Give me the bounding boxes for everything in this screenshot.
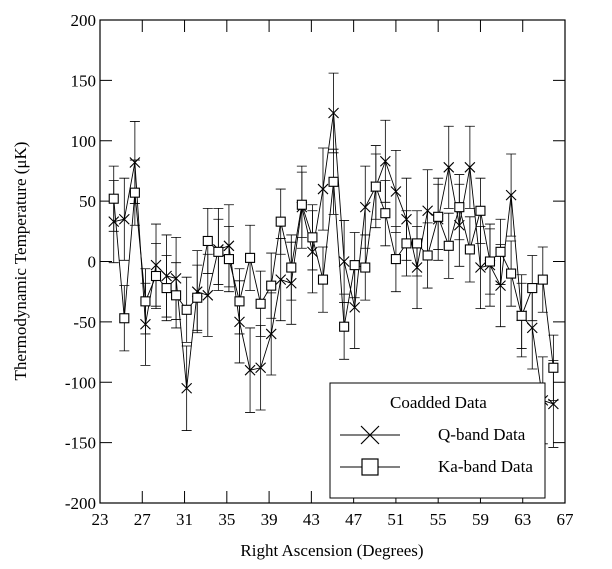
data-point: [234, 296, 245, 307]
legend-label: Q-band Data: [438, 425, 526, 444]
legend-label: Ka-band Data: [438, 457, 533, 476]
data-point: [140, 296, 151, 307]
data-point: [266, 280, 277, 291]
data-point: [411, 238, 423, 249]
x-tick-label: 31: [176, 510, 193, 529]
data-point: [548, 362, 559, 373]
x-tick-label: 47: [345, 510, 363, 529]
data-point: [202, 235, 213, 247]
data-point: [108, 193, 119, 204]
x-tick-label: 63: [514, 510, 531, 529]
data-point: [255, 362, 267, 374]
data-point: [475, 262, 486, 273]
y-tick-label: -100: [65, 373, 96, 392]
data-point: [202, 289, 214, 301]
y-tick-label: 100: [71, 132, 97, 151]
data-point: [349, 301, 361, 313]
data-point: [150, 270, 162, 282]
data-point: [390, 254, 401, 265]
data-point: [255, 298, 266, 309]
y-tick-label: 50: [79, 192, 96, 211]
data-point: [118, 213, 130, 225]
x-tick-label: 39: [261, 510, 278, 529]
data-point: [192, 292, 203, 303]
x-tick-label: 35: [218, 510, 235, 529]
data-point: [495, 246, 506, 257]
data-point: [213, 246, 224, 257]
y-tick-label: -50: [73, 313, 96, 332]
data-point: [526, 322, 538, 334]
legend-marker: [360, 425, 380, 445]
data-point: [359, 201, 371, 213]
x-tick-label: 27: [134, 510, 152, 529]
data-point: [443, 161, 455, 173]
data-point: [275, 216, 286, 227]
x-tick-label: 43: [303, 510, 320, 529]
data-point: [506, 268, 517, 279]
data-point: [527, 283, 538, 294]
data-point: [181, 382, 193, 394]
x-tick-label: 67: [557, 510, 575, 529]
data-point: [443, 240, 454, 251]
legend: Coadded Data Q-band Data Ka-band Data: [329, 382, 546, 499]
data-point: [317, 183, 329, 195]
data-point: [454, 202, 465, 213]
data-point: [422, 250, 433, 261]
data-point: [275, 274, 287, 286]
data-point: [181, 304, 192, 315]
x-axis-label: Right Ascension (Degrees): [240, 541, 423, 560]
data-point: [464, 244, 475, 255]
data-point: [129, 187, 140, 198]
data-point: [379, 155, 391, 167]
y-tick-label: 150: [71, 71, 97, 90]
y-tick-label: -150: [65, 434, 96, 453]
legend-box: [329, 382, 546, 499]
data-point: [244, 364, 256, 376]
y-tick-label: 200: [71, 11, 97, 30]
x-tick-label: 55: [430, 510, 447, 529]
data-point: [265, 328, 277, 340]
data-point: [317, 274, 329, 285]
data-point: [380, 208, 391, 219]
data-point: [422, 205, 434, 217]
data-point: [475, 205, 486, 216]
x-tick-label: 59: [472, 510, 489, 529]
data-point: [223, 254, 234, 265]
data-point: [119, 313, 130, 324]
legend-marker: [361, 458, 379, 476]
data-point: [338, 256, 350, 267]
data-point: [433, 211, 444, 222]
series: [108, 148, 559, 401]
data-point: [516, 310, 527, 321]
data-point: [360, 262, 371, 273]
data-point: [161, 283, 172, 294]
data-point: [296, 199, 307, 210]
data-point: [307, 232, 318, 243]
data-point: [339, 321, 350, 332]
data-point: [171, 290, 182, 301]
y-tick-label: -200: [65, 494, 96, 513]
data-point: [328, 176, 339, 187]
x-tick-label: 23: [92, 510, 109, 529]
y-axis-label: Thermodynamic Temperature (μK): [11, 142, 30, 381]
data-point: [349, 260, 360, 271]
data-point: [370, 181, 381, 192]
data-point: [464, 161, 476, 173]
data-point: [401, 238, 412, 249]
data-point: [505, 189, 517, 201]
legend-title: Coadded Data: [390, 393, 487, 412]
y-tick-label: 0: [88, 253, 97, 272]
data-point: [484, 256, 496, 267]
data-point: [328, 107, 339, 119]
data-point: [245, 252, 256, 263]
data-point: [286, 262, 297, 273]
data-point: [390, 186, 402, 197]
data-point: [495, 280, 506, 292]
data-point: [537, 274, 548, 285]
x-tick-label: 51: [387, 510, 404, 529]
